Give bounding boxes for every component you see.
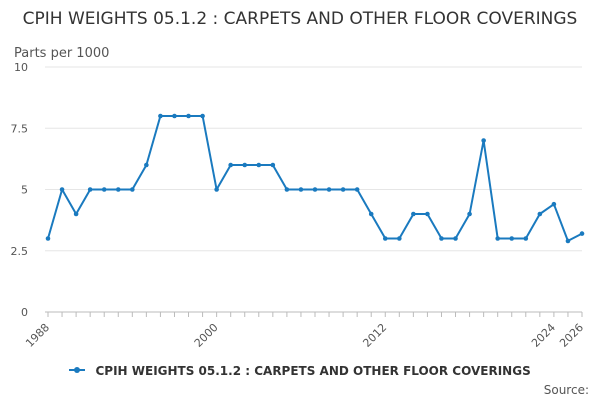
data-point[interactable] bbox=[158, 113, 163, 119]
data-point[interactable] bbox=[270, 162, 276, 168]
data-point[interactable] bbox=[228, 162, 233, 168]
y-tick-label: 7.5 bbox=[11, 122, 29, 135]
data-point[interactable] bbox=[382, 236, 388, 241]
data-point[interactable] bbox=[354, 187, 360, 192]
series bbox=[45, 113, 585, 244]
data-point[interactable] bbox=[101, 187, 107, 192]
data-point[interactable] bbox=[368, 211, 374, 217]
data-point[interactable] bbox=[214, 187, 219, 192]
data-point[interactable] bbox=[87, 187, 93, 192]
data-point[interactable] bbox=[45, 236, 51, 241]
data-point[interactable] bbox=[298, 187, 304, 192]
x-tick-label: 2024 bbox=[529, 321, 558, 350]
y-tick-label: 5 bbox=[21, 184, 28, 197]
legend[interactable]: CPIH WEIGHTS 05.1.2 : CARPETS AND OTHER … bbox=[0, 364, 600, 378]
data-point[interactable] bbox=[551, 201, 557, 207]
chart-title: CPIH WEIGHTS 05.1.2 : CARPETS AND OTHER … bbox=[22, 9, 578, 29]
data-point[interactable] bbox=[172, 113, 177, 119]
data-point[interactable] bbox=[523, 236, 529, 241]
data-point[interactable] bbox=[115, 187, 121, 192]
data-point[interactable] bbox=[340, 187, 346, 192]
x-tick-label: 2026 bbox=[557, 321, 586, 350]
data-point[interactable] bbox=[565, 238, 571, 244]
data-point[interactable] bbox=[411, 211, 416, 217]
data-point[interactable] bbox=[425, 211, 430, 217]
y-axis-title: Parts per 1000 bbox=[14, 46, 109, 61]
data-point[interactable] bbox=[481, 138, 486, 143]
x-tick-label: 1988 bbox=[23, 321, 52, 350]
x-tick-label: 2000 bbox=[192, 321, 221, 350]
legend-marker-icon bbox=[69, 366, 86, 373]
source-label: Source: bbox=[543, 383, 589, 397]
data-point[interactable] bbox=[326, 187, 332, 192]
data-point[interactable] bbox=[312, 187, 318, 192]
series-line bbox=[47, 115, 583, 242]
data-point[interactable] bbox=[200, 113, 205, 119]
y-tick-label: 2.5 bbox=[11, 245, 29, 258]
data-point[interactable] bbox=[59, 187, 65, 192]
data-point[interactable] bbox=[397, 236, 402, 241]
data-point[interactable] bbox=[144, 162, 149, 168]
y-tick-label: 0 bbox=[21, 306, 28, 319]
data-point[interactable] bbox=[186, 113, 191, 119]
legend-label: CPIH WEIGHTS 05.1.2 : CARPETS AND OTHER … bbox=[95, 364, 531, 378]
data-point[interactable] bbox=[256, 162, 262, 168]
x-tick-label: 2012 bbox=[360, 321, 389, 350]
data-point[interactable] bbox=[453, 236, 458, 241]
data-point[interactable] bbox=[537, 211, 543, 217]
data-point[interactable] bbox=[73, 211, 79, 217]
axes: 0 2.5 5 7.5 10 1988 2000 2012 2024 2026 bbox=[11, 61, 587, 350]
data-point[interactable] bbox=[242, 162, 248, 168]
data-point[interactable] bbox=[509, 236, 515, 241]
data-point[interactable] bbox=[495, 236, 500, 241]
data-point[interactable] bbox=[439, 236, 444, 241]
data-point[interactable] bbox=[130, 187, 135, 192]
data-point[interactable] bbox=[579, 231, 585, 236]
data-point[interactable] bbox=[284, 187, 290, 192]
data-point[interactable] bbox=[467, 211, 472, 217]
y-tick-label: 10 bbox=[14, 61, 28, 74]
